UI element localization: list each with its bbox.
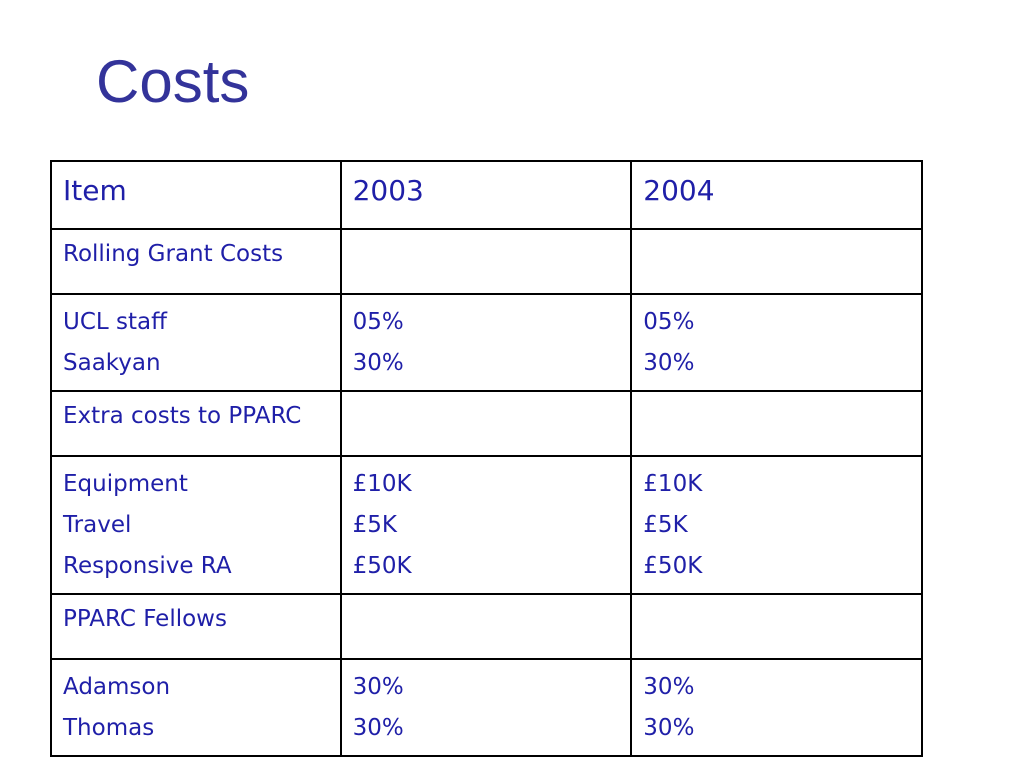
- cell-2003: [339, 390, 633, 457]
- cell-2003: 30% 30%: [339, 658, 633, 757]
- slide-title: Costs: [96, 48, 250, 115]
- header-2004: 2004: [630, 160, 923, 230]
- cell-item: Equipment Travel Responsive RA: [50, 455, 342, 595]
- cell-2003: [339, 593, 633, 660]
- cell-line: Thomas: [63, 715, 155, 741]
- cell-line: £50K: [643, 553, 703, 579]
- header-2003: 2003: [339, 160, 633, 230]
- table-row: Adamson Thomas 30% 30% 30% 30%: [50, 658, 923, 757]
- cell-item: UCL staff Saakyan: [50, 293, 342, 392]
- cell-line: £50K: [352, 553, 412, 579]
- cell-line: £5K: [352, 512, 397, 538]
- cell-item: PPARC Fellows: [50, 593, 342, 660]
- table-header-row: Item 2003 2004: [50, 160, 923, 230]
- cell-line: 05%: [643, 309, 695, 335]
- cell-line: Saakyan: [63, 350, 161, 376]
- cell-line: UCL staff: [63, 309, 167, 335]
- table-section-row: PPARC Fellows: [50, 593, 923, 660]
- header-item: Item: [50, 160, 342, 230]
- cell-line: Equipment: [63, 471, 188, 497]
- cell-2004: [630, 390, 923, 457]
- cell-line: 30%: [352, 350, 404, 376]
- table-row: UCL staff Saakyan 05% 30% 05% 30%: [50, 293, 923, 392]
- cell-2004: 05% 30%: [630, 293, 923, 392]
- cell-2004: [630, 593, 923, 660]
- table-section-row: Extra costs to PPARC: [50, 390, 923, 457]
- cell-item: Rolling Grant Costs: [50, 228, 342, 295]
- cell-line: 30%: [643, 350, 695, 376]
- cell-2004: [630, 228, 923, 295]
- costs-table: Item 2003 2004 Rolling Grant Costs UCL st…: [50, 160, 923, 757]
- cell-2003: 05% 30%: [339, 293, 633, 392]
- cell-2004: 30% 30%: [630, 658, 923, 757]
- cell-line: Travel: [63, 512, 132, 538]
- cell-line: 05%: [352, 309, 404, 335]
- cell-line: Responsive RA: [63, 553, 232, 579]
- table-section-row: Rolling Grant Costs: [50, 228, 923, 295]
- cell-line: 30%: [352, 715, 404, 741]
- cell-line: £10K: [352, 471, 412, 497]
- cell-line: 30%: [352, 674, 404, 700]
- cell-line: Rolling Grant Costs: [63, 241, 284, 267]
- cell-line: Extra costs to PPARC: [63, 403, 302, 429]
- cell-item: Extra costs to PPARC: [50, 390, 342, 457]
- cell-line: 30%: [643, 715, 695, 741]
- cell-2003: [339, 228, 633, 295]
- cell-line: 30%: [643, 674, 695, 700]
- table-row: Equipment Travel Responsive RA £10K £5K £50K £…: [50, 455, 923, 595]
- cell-item: Adamson Thomas: [50, 658, 342, 757]
- cell-line: PPARC Fellows: [63, 606, 227, 632]
- cell-2003: £10K £5K £50K: [339, 455, 633, 595]
- cell-line: £10K: [643, 471, 703, 497]
- cell-2004: £10K £5K £50K: [630, 455, 923, 595]
- cell-line: £5K: [643, 512, 688, 538]
- cell-line: Adamson: [63, 674, 171, 700]
